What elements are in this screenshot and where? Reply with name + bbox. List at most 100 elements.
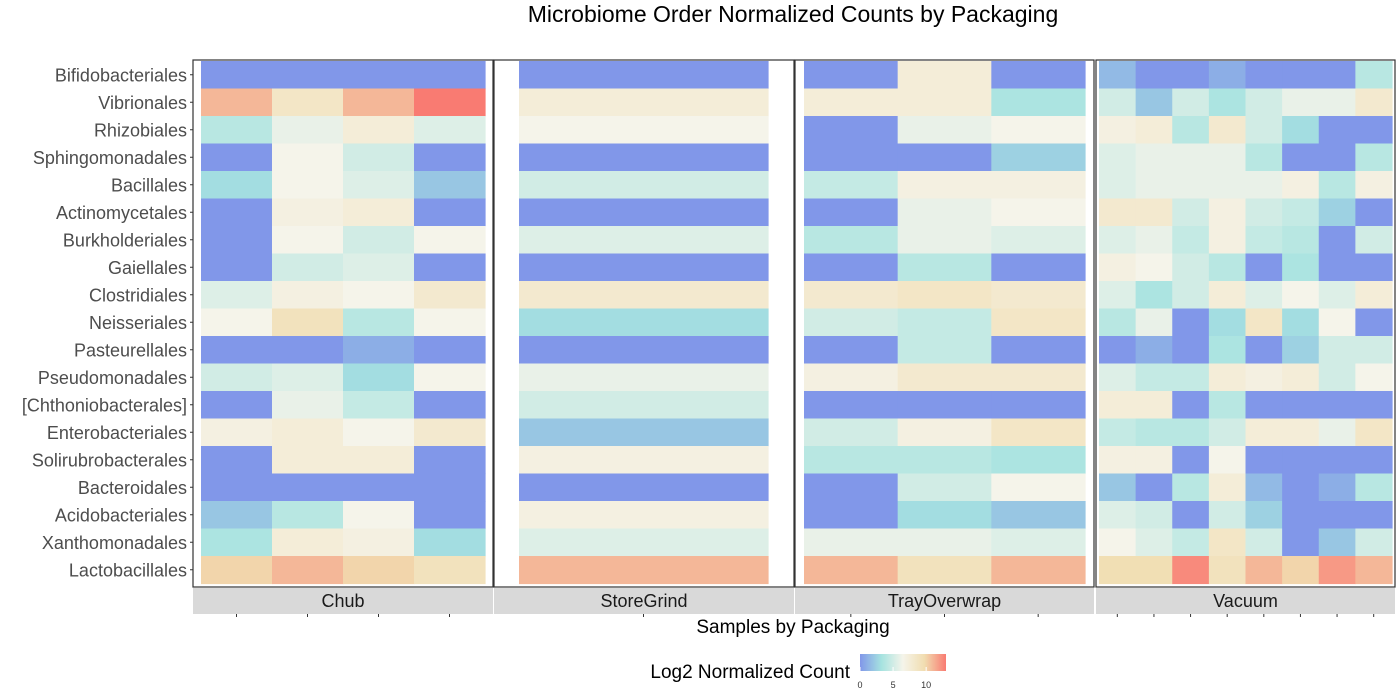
row-label: Rhizobiales [94,120,187,140]
heatmap-cell [1245,528,1283,557]
heatmap-cell [1355,446,1393,475]
row-label: Vibrionales [98,93,187,113]
heatmap-cell [897,198,992,227]
row-label: Actinomycetales [56,203,187,223]
heatmap-cell [1208,528,1247,557]
facet-strip-label: Chub [321,591,364,611]
heatmap-cell [1172,116,1210,145]
heatmap-cell [1245,363,1283,392]
heatmap-cell [804,473,899,502]
heatmap-cell [414,88,486,117]
heatmap-cell [804,88,899,117]
heatmap-cell [804,253,899,282]
heatmap-cell [1245,336,1283,365]
heatmap-cell [1099,556,1137,585]
heatmap-cell [1099,253,1137,282]
heatmap-cell [343,143,415,172]
heatmap-cell [519,501,769,530]
heatmap-cell [991,88,1086,117]
heatmap-cell [1282,171,1320,200]
heatmap-cell [414,446,486,475]
heatmap-cell [343,418,415,447]
heatmap-cell [1355,116,1393,145]
heatmap-cell [1245,473,1283,502]
heatmap-cell [804,143,899,172]
heatmap-cell [1318,88,1356,117]
heatmap-cell [1282,143,1320,172]
facet-strip [193,588,493,614]
heatmap-cell [804,226,899,255]
heatmap-cell [201,473,273,502]
heatmap-cell [519,473,769,502]
row-label: [Chthoniobacterales] [22,395,187,415]
heatmap-cell [1172,336,1210,365]
heatmap-cell [343,556,415,585]
heatmap-cell [1355,198,1393,227]
heatmap-cell [1135,418,1173,447]
heatmap-cell [519,446,769,475]
heatmap-cell [1099,391,1137,420]
chart-title: Microbiome Order Normalized Counts by Pa… [528,1,1059,27]
heatmap-cell [804,336,899,365]
heatmap-cell [343,171,415,200]
heatmap-cell [1282,501,1320,530]
heatmap-cell [201,363,273,392]
heatmap-cell [1135,116,1173,145]
heatmap-cell [1099,336,1137,365]
heatmap-cell [1208,501,1247,530]
heatmap-cell [1318,61,1356,90]
heatmap-cell [1245,418,1283,447]
heatmap-cell [1135,143,1173,172]
heatmap-cell [343,281,415,310]
heatmap-cell [1135,171,1173,200]
heatmap-cell [1099,61,1137,90]
panel-border [1095,59,1396,588]
heatmap-cell [1282,391,1320,420]
heatmap-cell [1208,116,1247,145]
legend: Log2 Normalized Count 0 5 10 [650,654,946,690]
heatmap-cell [272,281,344,310]
heatmap-cell [897,473,992,502]
heatmap-cell [343,116,415,145]
heatmap-cell [1245,308,1283,337]
heatmap-cell [201,391,273,420]
heatmap-cell [201,198,273,227]
heatmap-cell [991,198,1086,227]
heatmap-cell [201,556,273,585]
row-label: Bifidobacteriales [55,65,187,85]
heatmap-cell [272,446,344,475]
heatmap-cell [519,198,769,227]
heatmap-cell [519,363,769,392]
heatmap-cell [272,88,344,117]
heatmap-cell [1135,253,1173,282]
heatmap-cell [1245,446,1283,475]
heatmap-cell [991,528,1086,557]
heatmap-cell [1099,363,1137,392]
heatmap-cell [1135,528,1173,557]
heatmap-cell [1172,308,1210,337]
heatmap-cell [897,501,992,530]
heatmap-cell [897,88,992,117]
legend-colorbar [860,654,946,671]
heatmap-cell [1172,253,1210,282]
heatmap-cell [1245,61,1283,90]
facet-panel-trayoverwrap [794,59,1095,588]
row-label: Clostridiales [89,285,187,305]
heatmap-cell [804,418,899,447]
heatmap-cell [1099,88,1137,117]
heatmap-cell [414,226,486,255]
heatmap-cell [519,336,769,365]
heatmap-cell [1135,391,1173,420]
heatmap-cell [1208,281,1247,310]
heatmap-cell [1172,391,1210,420]
heatmap-cell [991,446,1086,475]
panel-border [192,59,494,588]
heatmap-cell [1135,473,1173,502]
row-label: Neisseriales [89,313,187,333]
heatmap-cell [1318,253,1356,282]
heatmap-cell [804,528,899,557]
heatmap-cell [991,556,1086,585]
heatmap-cell [519,418,769,447]
heatmap-cell [272,501,344,530]
row-label: Lactobacillales [69,560,187,580]
